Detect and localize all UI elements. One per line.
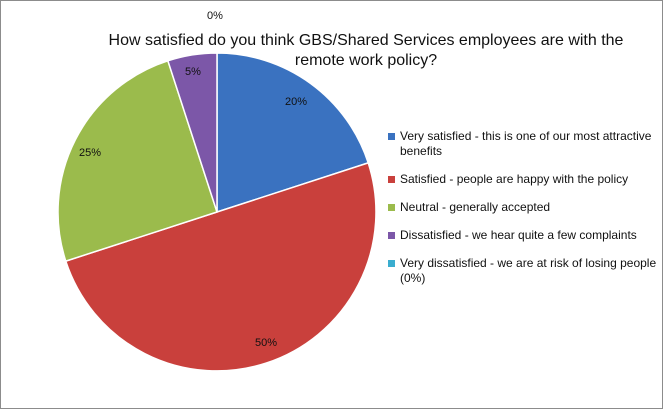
legend-item: Neutral - generally accepted xyxy=(388,200,658,215)
pie-slice xyxy=(64,161,377,372)
legend-swatch xyxy=(388,260,395,267)
legend-swatch xyxy=(388,176,395,183)
legend-swatch xyxy=(388,133,395,140)
chart-title: How satisfied do you think GBS/Shared Se… xyxy=(108,32,624,69)
legend-item: Satisfied - people are happy with the po… xyxy=(388,172,658,187)
legend-label: Very satisfied - this is one of our most… xyxy=(400,129,652,158)
chart-legend: Very satisfied - this is one of our most… xyxy=(388,129,658,299)
pie-slice xyxy=(216,52,370,214)
legend-item: Very dissatisfied - we are at risk of lo… xyxy=(388,256,658,286)
legend-label: Dissatisfied - we hear quite a few compl… xyxy=(400,228,637,242)
slice-data-label: 25% xyxy=(79,147,101,159)
slice-data-label: 50% xyxy=(255,337,277,349)
legend-label: Neutral - generally accepted xyxy=(400,200,551,214)
slice-data-label: 20% xyxy=(285,96,307,108)
legend-label: Very dissatisfied - we are at risk of lo… xyxy=(400,256,657,285)
legend-swatch xyxy=(388,204,395,211)
slice-data-label: 5% xyxy=(185,66,201,78)
legend-swatch xyxy=(388,232,395,239)
pie-slice xyxy=(57,59,218,263)
legend-item: Very satisfied - this is one of our most… xyxy=(388,129,658,159)
legend-item: Dissatisfied - we hear quite a few compl… xyxy=(388,228,658,243)
slice-data-label: 0% xyxy=(207,10,223,22)
legend-label: Satisfied - people are happy with the po… xyxy=(400,172,629,186)
